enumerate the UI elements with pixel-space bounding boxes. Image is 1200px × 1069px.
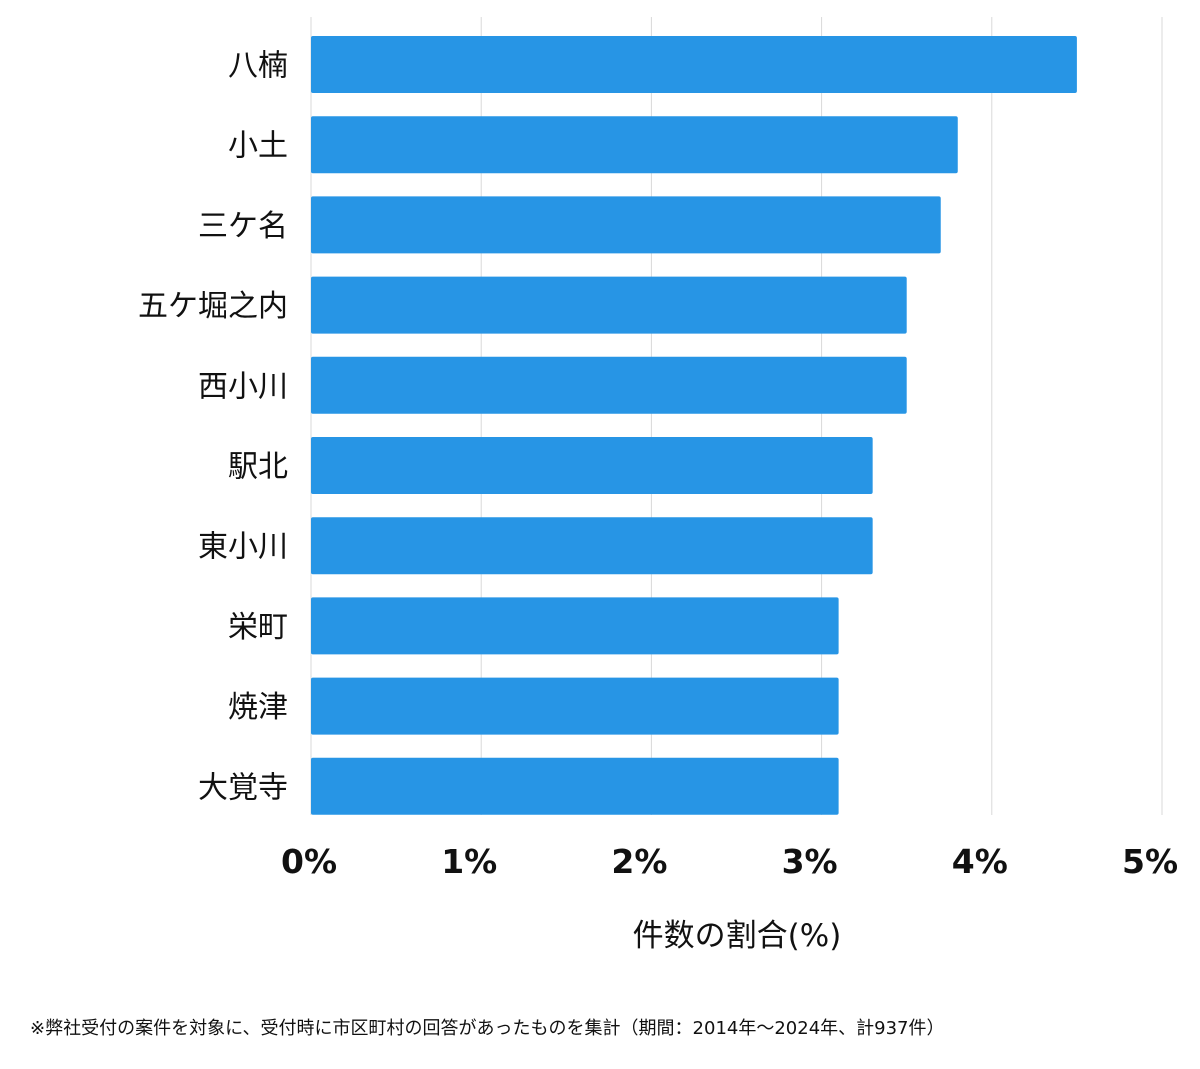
category-label: 焼津 — [228, 690, 288, 725]
bar — [311, 356, 907, 414]
bar — [311, 757, 839, 815]
category-label: 栄町 — [228, 610, 288, 645]
bar — [311, 517, 873, 575]
x-tick-label: 3% — [782, 842, 838, 881]
bar — [311, 597, 839, 655]
category-label: 西小川 — [198, 369, 288, 404]
bar — [311, 677, 839, 735]
x-axis-title: 件数の割合(%) — [633, 918, 842, 954]
bar — [311, 196, 941, 254]
bar — [311, 437, 873, 494]
category-label: 八楠 — [228, 49, 288, 84]
bars — [311, 36, 1077, 815]
category-label: 五ケ堀之内 — [138, 289, 288, 324]
category-label: 駅北 — [228, 450, 288, 485]
x-tick-labels: 0% 1% 2% 3% 4% 5% — [281, 842, 1178, 881]
x-tick-label: 1% — [441, 842, 497, 881]
bar — [311, 116, 958, 174]
x-tick-label: 0% — [281, 842, 337, 881]
category-label: 大覚寺 — [198, 770, 288, 805]
category-label: 東小川 — [198, 530, 288, 565]
footnote: ※弊社受付の案件を対象に、受付時に市区町村の回答があったものを集計（期間：201… — [30, 1018, 945, 1039]
x-tick-label: 2% — [611, 842, 667, 881]
category-label: 三ケ名 — [198, 209, 288, 244]
bar — [311, 276, 907, 334]
bar — [311, 36, 1077, 93]
x-tick-label: 5% — [1122, 842, 1178, 881]
x-tick-label: 4% — [952, 842, 1008, 881]
category-label: 小土 — [228, 129, 288, 164]
